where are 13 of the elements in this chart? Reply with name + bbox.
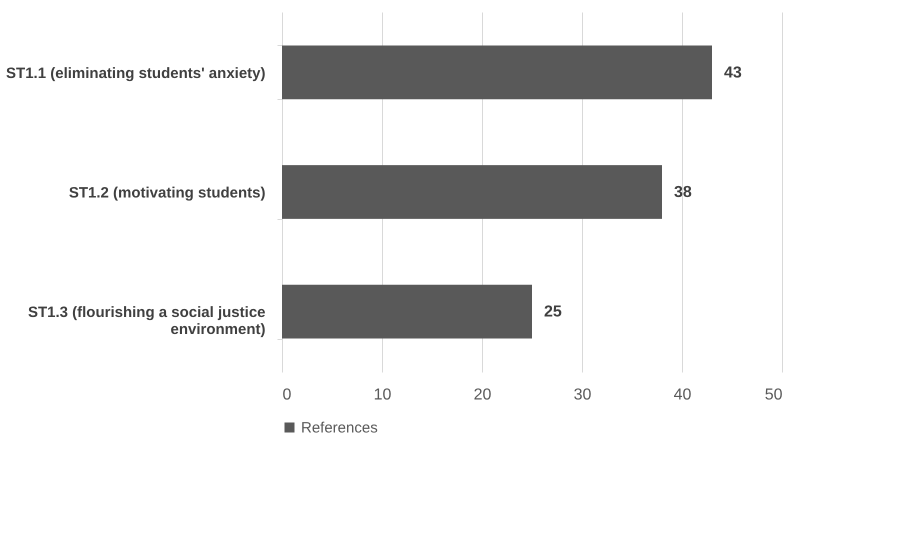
y-tick-label: ST1.1 (eliminating students' anxiety)	[6, 64, 266, 82]
x-tick-label: 50	[764, 386, 783, 404]
y-tick-label: ST1.3 (flourishing a social justice environment)	[28, 304, 266, 338]
x-tick-label: 0	[282, 386, 292, 404]
x-tick-label: 30	[574, 386, 592, 404]
x-tick-label: 20	[474, 386, 492, 404]
x-tick-label: 40	[674, 386, 692, 404]
x-tick-label: 10	[374, 386, 392, 404]
data-label: 43	[724, 64, 742, 82]
data-label: 25	[544, 304, 562, 321]
data-label: 38	[674, 184, 692, 201]
legend-label: References	[301, 420, 378, 436]
y-tick-label: ST1.2 (motivating students)	[68, 184, 266, 202]
